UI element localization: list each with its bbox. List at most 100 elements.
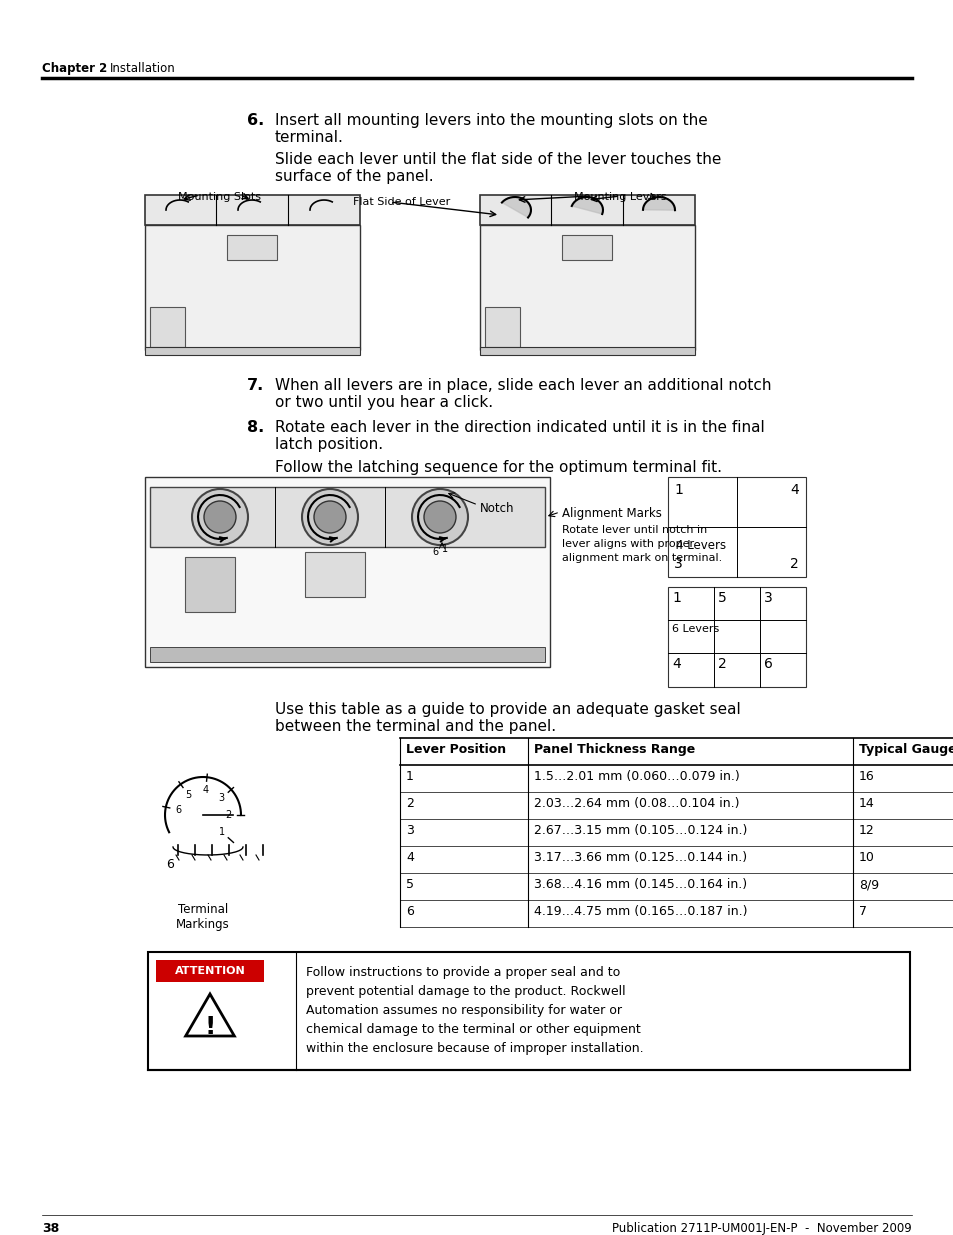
Text: Slide each lever until the flat side of the lever touches the: Slide each lever until the flat side of … bbox=[274, 152, 720, 167]
Bar bbox=[185, 557, 234, 613]
Text: terminal.: terminal. bbox=[274, 130, 343, 144]
Bar bbox=[305, 552, 365, 597]
Text: 3: 3 bbox=[218, 793, 224, 803]
Text: 3: 3 bbox=[673, 557, 682, 571]
Text: 6.: 6. bbox=[247, 112, 264, 128]
Text: Installation: Installation bbox=[110, 62, 175, 75]
Text: 1: 1 bbox=[673, 483, 682, 496]
Text: lever aligns with proper: lever aligns with proper bbox=[561, 538, 694, 550]
Text: Flat Side of Lever: Flat Side of Lever bbox=[353, 198, 450, 207]
Text: 2: 2 bbox=[718, 657, 726, 671]
Text: Mounting Slots: Mounting Slots bbox=[178, 191, 261, 203]
Text: When all levers are in place, slide each lever an additional notch: When all levers are in place, slide each… bbox=[274, 378, 771, 393]
Bar bbox=[150, 487, 544, 547]
Text: 14: 14 bbox=[858, 797, 874, 810]
Bar bbox=[148, 952, 909, 1070]
Circle shape bbox=[314, 501, 346, 534]
Text: 16: 16 bbox=[858, 769, 874, 783]
Text: Follow the latching sequence for the optimum terminal fit.: Follow the latching sequence for the opt… bbox=[274, 459, 721, 475]
Text: 12: 12 bbox=[858, 824, 874, 837]
Text: 7: 7 bbox=[858, 905, 866, 918]
Text: 2: 2 bbox=[225, 810, 231, 820]
Text: Rotate each lever in the direction indicated until it is in the final: Rotate each lever in the direction indic… bbox=[274, 420, 764, 435]
Text: 38: 38 bbox=[42, 1221, 59, 1235]
Bar bbox=[227, 235, 276, 261]
Text: 8/9: 8/9 bbox=[858, 878, 879, 890]
Text: 3.17…3.66 mm (0.125…0.144 in.): 3.17…3.66 mm (0.125…0.144 in.) bbox=[534, 851, 746, 864]
Text: 6: 6 bbox=[175, 805, 181, 815]
Text: Typical Gauge: Typical Gauge bbox=[858, 743, 953, 756]
Circle shape bbox=[192, 489, 248, 545]
Polygon shape bbox=[642, 198, 675, 210]
Text: Panel Thickness Range: Panel Thickness Range bbox=[534, 743, 695, 756]
Text: 4.19…4.75 mm (0.165…0.187 in.): 4.19…4.75 mm (0.165…0.187 in.) bbox=[534, 905, 747, 918]
Text: 3: 3 bbox=[406, 824, 414, 837]
Text: Rotate lever until notch in: Rotate lever until notch in bbox=[561, 525, 706, 535]
Text: 10: 10 bbox=[858, 851, 874, 864]
Text: 6: 6 bbox=[763, 657, 772, 671]
Bar bbox=[156, 960, 264, 982]
Bar bbox=[667, 587, 805, 687]
Circle shape bbox=[423, 501, 456, 534]
Text: Terminal
Markings: Terminal Markings bbox=[176, 903, 230, 931]
Text: Automation assumes no responsibility for water or: Automation assumes no responsibility for… bbox=[306, 1004, 621, 1016]
Text: Alignment Marks: Alignment Marks bbox=[561, 508, 661, 520]
Text: 4: 4 bbox=[202, 785, 209, 795]
Text: 4 Levers: 4 Levers bbox=[676, 538, 725, 552]
Bar bbox=[479, 225, 695, 350]
Text: 3.68…4.16 mm (0.145…0.164 in.): 3.68…4.16 mm (0.145…0.164 in.) bbox=[534, 878, 746, 890]
Text: 4: 4 bbox=[789, 483, 798, 496]
Bar bbox=[561, 235, 612, 261]
Text: 3: 3 bbox=[763, 592, 772, 605]
Circle shape bbox=[302, 489, 357, 545]
Text: Lever Position: Lever Position bbox=[406, 743, 506, 756]
Bar bbox=[150, 647, 544, 662]
Bar bbox=[484, 308, 519, 347]
Circle shape bbox=[412, 489, 468, 545]
Text: 2: 2 bbox=[789, 557, 798, 571]
Text: Publication 2711P-UM001J-EN-P  -  November 2009: Publication 2711P-UM001J-EN-P - November… bbox=[612, 1221, 911, 1235]
Text: Insert all mounting levers into the mounting slots on the: Insert all mounting levers into the moun… bbox=[274, 112, 707, 128]
Text: 6 Levers: 6 Levers bbox=[671, 624, 719, 634]
Text: Use this table as a guide to provide an adequate gasket seal: Use this table as a guide to provide an … bbox=[274, 701, 740, 718]
Bar bbox=[145, 347, 359, 354]
Bar bbox=[479, 347, 695, 354]
Text: 6: 6 bbox=[432, 547, 437, 557]
Text: alignment mark on terminal.: alignment mark on terminal. bbox=[561, 553, 721, 563]
Bar bbox=[667, 477, 805, 577]
Bar bbox=[479, 195, 695, 225]
Text: Notch: Notch bbox=[479, 501, 514, 515]
Bar bbox=[145, 225, 359, 350]
Bar bbox=[145, 477, 550, 667]
Text: Mounting Levers: Mounting Levers bbox=[573, 191, 665, 203]
Text: 5: 5 bbox=[185, 789, 192, 800]
Text: 2.67…3.15 mm (0.105…0.124 in.): 2.67…3.15 mm (0.105…0.124 in.) bbox=[534, 824, 746, 837]
Circle shape bbox=[204, 501, 235, 534]
Polygon shape bbox=[571, 198, 602, 214]
Text: Chapter 2: Chapter 2 bbox=[42, 62, 107, 75]
Text: surface of the panel.: surface of the panel. bbox=[274, 169, 434, 184]
Text: 1: 1 bbox=[406, 769, 414, 783]
Text: chemical damage to the terminal or other equipment: chemical damage to the terminal or other… bbox=[306, 1023, 640, 1036]
Bar bbox=[145, 195, 359, 225]
Text: 4: 4 bbox=[406, 851, 414, 864]
Text: 1: 1 bbox=[671, 592, 680, 605]
Text: 4: 4 bbox=[671, 657, 680, 671]
Text: between the terminal and the panel.: between the terminal and the panel. bbox=[274, 719, 556, 734]
Text: 6: 6 bbox=[166, 858, 173, 871]
Text: 1: 1 bbox=[441, 543, 448, 555]
Polygon shape bbox=[501, 198, 531, 217]
Text: 2: 2 bbox=[406, 797, 414, 810]
Text: prevent potential damage to the product. Rockwell: prevent potential damage to the product.… bbox=[306, 986, 625, 998]
Text: 7.: 7. bbox=[247, 378, 264, 393]
Text: 1.5…2.01 mm (0.060…0.079 in.): 1.5…2.01 mm (0.060…0.079 in.) bbox=[534, 769, 739, 783]
Text: 8.: 8. bbox=[247, 420, 264, 435]
Bar bbox=[150, 308, 185, 347]
Text: 6: 6 bbox=[406, 905, 414, 918]
Text: or two until you hear a click.: or two until you hear a click. bbox=[274, 395, 493, 410]
Text: !: ! bbox=[204, 1015, 215, 1039]
Text: Follow instructions to provide a proper seal and to: Follow instructions to provide a proper … bbox=[306, 966, 619, 979]
Text: within the enclosure because of improper installation.: within the enclosure because of improper… bbox=[306, 1042, 643, 1055]
Text: latch position.: latch position. bbox=[274, 437, 383, 452]
Polygon shape bbox=[186, 994, 234, 1036]
